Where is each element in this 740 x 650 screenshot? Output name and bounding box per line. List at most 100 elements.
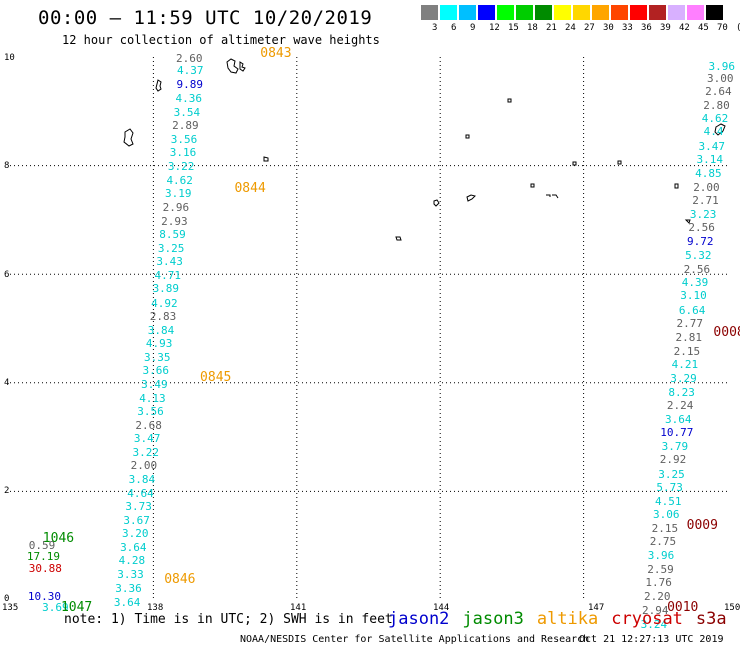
swh-label: 2.83: [149, 310, 177, 324]
legend-swatch: [516, 5, 533, 20]
pass-time-label: 0010: [667, 600, 699, 616]
swh-label: 3.14: [696, 153, 724, 167]
swh-label: 3.19: [165, 187, 192, 201]
legend-label: 12: [489, 23, 500, 33]
swh-label: 2.80: [703, 98, 730, 112]
swh-label: 4.51: [654, 494, 682, 508]
pass-time-label: 0009: [686, 517, 718, 533]
swh-label: 3.67: [123, 513, 150, 527]
swh-label: 9.72: [686, 235, 714, 249]
swh-label: 2.96: [162, 200, 190, 214]
swh-label: 3.29: [670, 371, 697, 385]
longitude-tick: 147: [588, 603, 605, 613]
pass-time-label: 0843: [260, 45, 292, 61]
legend-swatch: [554, 5, 571, 20]
sat-jason3: jason3: [462, 609, 524, 629]
swh-label: 4.93: [145, 337, 173, 351]
legend-label: 39: [660, 23, 671, 33]
legend-swatch: [611, 5, 628, 20]
legend-label: 24: [565, 23, 576, 33]
swh-label: 3.22: [167, 159, 195, 173]
legend-swatch: [687, 5, 704, 20]
swh-label: 4.92: [151, 296, 178, 310]
swh-label: 2.56: [688, 221, 715, 235]
sat-cryosat: cryosat: [611, 609, 683, 629]
latitude-tick: 0: [4, 594, 10, 604]
swh-label: 8.59: [159, 228, 186, 242]
swh-label: 5.32: [685, 249, 712, 263]
swh-label: 2.00: [693, 180, 720, 194]
legend-swatch: [649, 5, 666, 20]
swh-label: 5.73: [656, 481, 683, 495]
swh-label: 3.49: [141, 377, 168, 391]
swh-label: 3.96: [708, 59, 735, 73]
swh-label: 3.69: [42, 601, 69, 615]
graticule: [10, 57, 727, 600]
island-outline: [530, 183, 535, 188]
legend-swatch: [535, 5, 552, 20]
swh-label: 3.20: [121, 527, 149, 541]
longitude-tick: 141: [290, 603, 307, 613]
sat-s3a: s3a: [695, 609, 727, 629]
pass-time-label: 1046: [42, 530, 75, 546]
island-outline: [395, 236, 402, 241]
swh-label: 3.00: [707, 71, 734, 85]
swh-label: 30.88: [28, 562, 62, 576]
swh-label: 2.60: [176, 51, 203, 65]
swh-label: 2.81: [675, 330, 703, 344]
pass-time-label: 0845: [200, 369, 232, 385]
swh-label: 17.19: [26, 549, 61, 563]
swh-label: 4.39: [681, 276, 709, 290]
credit-line: NOAA/NESDIS Center for Satellite Applica…: [240, 634, 590, 645]
swh-label: 3.25: [658, 467, 685, 481]
swh-label: 4.62: [166, 173, 193, 187]
footer-note: note: 1) Time is in UTC; 2) SWH is in fe…: [64, 612, 393, 627]
swh-label: 9.89: [176, 77, 203, 91]
latitude-tick: 2: [4, 486, 10, 496]
swh-label: 3.47: [698, 139, 725, 153]
swh-label: 3.24: [640, 617, 668, 631]
island-outline: [674, 183, 679, 189]
swh-label: 4.36: [175, 91, 203, 105]
swh-label: 4.37: [176, 63, 204, 77]
satellite-key: jason2 jason3 altika cryosat s3a: [388, 609, 727, 629]
swh-label: 3.56: [137, 405, 164, 419]
swh-label: 3.54: [173, 105, 201, 119]
swh-label: 2.68: [135, 418, 162, 432]
swh-label: 3.10: [680, 289, 707, 303]
legend-label: 18: [527, 23, 538, 33]
longitude-tick: 144: [433, 603, 450, 613]
legend-label: 33: [622, 23, 633, 33]
island-outline: [466, 194, 476, 202]
island-outline: [263, 156, 269, 162]
swh-label: 2.00: [130, 459, 158, 473]
swh-label: 3.79: [661, 439, 689, 453]
legend-swatch: [630, 5, 647, 20]
legend-label: 27: [584, 23, 595, 33]
latitude-tick: 10: [4, 53, 15, 63]
legend-swatch: [478, 5, 495, 20]
legend-swatch: [440, 5, 457, 20]
swh-label: 3.84: [147, 323, 175, 337]
swh-label: 3.56: [170, 132, 198, 146]
swh-label: 2.59: [647, 562, 674, 576]
swh-label: 2.89: [172, 118, 199, 132]
generation-timestamp: Oct 21 12:27:13 UTC 2019: [579, 634, 724, 645]
swh-label: 2.94: [642, 603, 669, 617]
legend-swatch: [706, 5, 723, 20]
swh-label: 2.93: [161, 214, 188, 228]
swh-label: 4.64: [127, 486, 154, 500]
legend-label: 6: [451, 23, 457, 33]
swh-label: 2.92: [659, 453, 687, 467]
swh-label: 3.06: [653, 508, 680, 522]
swh-label: 2.15: [651, 521, 679, 535]
swh-label: 4.85: [695, 167, 722, 181]
swh-label: 10.30: [27, 589, 61, 603]
island-outline: [572, 161, 577, 166]
latitude-tick: 4: [4, 378, 10, 388]
island-outline: [226, 58, 239, 74]
sat-altika: altika: [536, 609, 599, 629]
swh-label: 3.16: [169, 146, 197, 160]
longitude-tick: 150: [724, 603, 740, 613]
swh-label: 3.96: [647, 549, 675, 563]
